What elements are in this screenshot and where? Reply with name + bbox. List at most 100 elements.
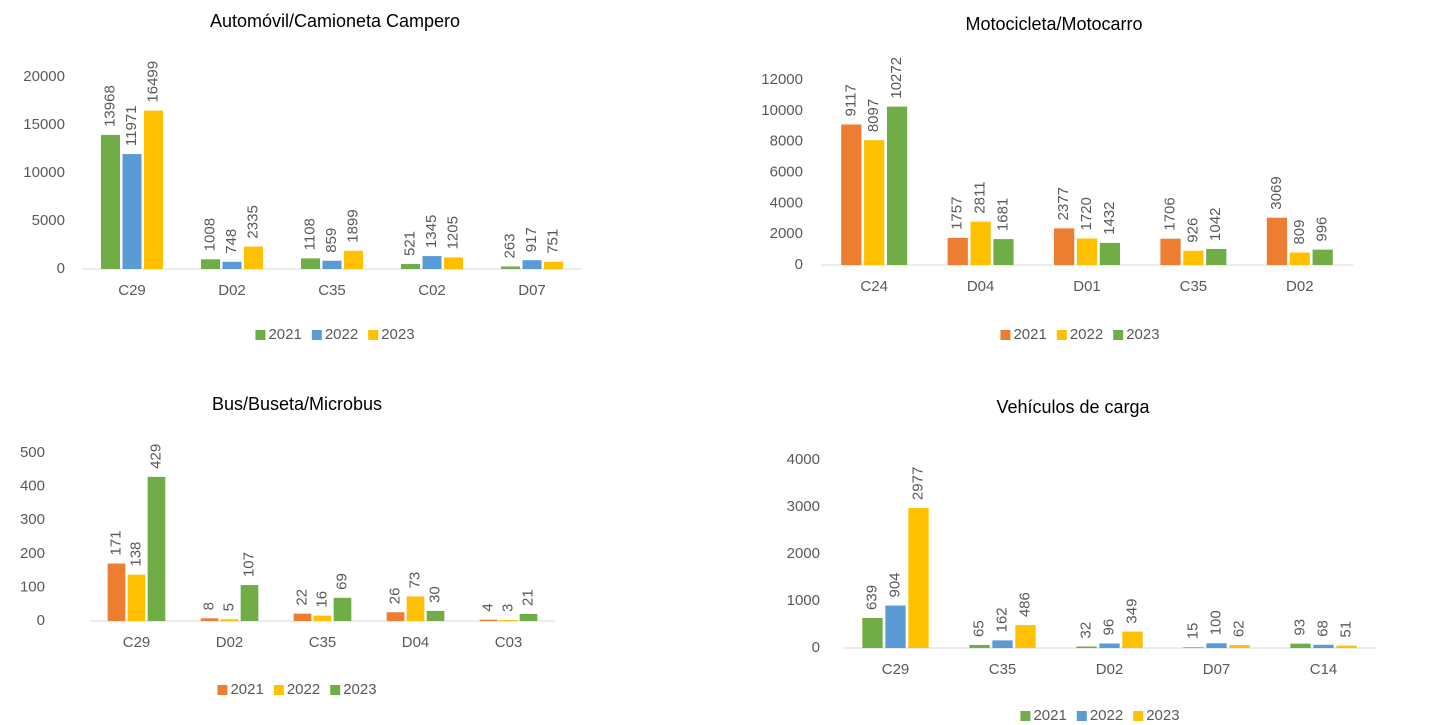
data-label: 809 [1291, 219, 1308, 244]
bar [1054, 228, 1075, 265]
bar [1076, 646, 1097, 648]
y-tick-label: 4000 [787, 451, 820, 468]
data-label: 1720 [1078, 197, 1095, 230]
bar [841, 124, 862, 265]
data-label: 13968 [101, 85, 118, 127]
data-label: 21 [519, 589, 536, 606]
y-tick-label: 100 [20, 578, 45, 595]
x-tick-label: C35 [1180, 278, 1208, 295]
data-label: 1757 [949, 197, 966, 230]
y-tick-label: 6000 [770, 163, 803, 180]
bar [122, 154, 142, 269]
y-tick-label: 3000 [787, 498, 820, 515]
legend-swatch [1056, 330, 1067, 340]
data-label: 1008 [201, 218, 218, 251]
data-label: 138 [127, 542, 144, 567]
bar [499, 619, 518, 621]
bar [947, 237, 968, 265]
data-label: 93 [1291, 619, 1308, 636]
data-label: 521 [401, 231, 418, 256]
bar [200, 618, 219, 621]
legend-swatch [1076, 711, 1087, 721]
data-label: 51 [1337, 621, 1354, 638]
bar [479, 619, 498, 621]
bar [144, 110, 163, 270]
bar [522, 260, 542, 269]
data-label: 2377 [1055, 187, 1072, 220]
data-label: 32 [1077, 622, 1094, 639]
data-label: 73 [406, 572, 423, 589]
data-label: 1899 [344, 209, 361, 242]
x-tick-label: D02 [216, 634, 244, 651]
data-label: 68 [1314, 620, 1331, 637]
data-label: 748 [223, 229, 240, 254]
y-tick-label: 0 [57, 260, 65, 277]
bar [1266, 217, 1288, 265]
y-tick-label: 500 [20, 444, 45, 461]
data-label: 751 [544, 229, 561, 254]
y-tick-label: 0 [37, 612, 45, 629]
bar [1122, 631, 1143, 648]
legend-swatch [255, 330, 266, 340]
data-label: 1706 [1161, 197, 1178, 230]
bar [1290, 643, 1311, 648]
data-label: 96 [1100, 619, 1117, 636]
x-tick-label: C35 [318, 282, 346, 299]
data-label: 2977 [909, 467, 926, 500]
data-label: 1042 [1207, 208, 1224, 241]
x-tick-label: D07 [518, 282, 546, 299]
y-tick-label: 4000 [770, 194, 803, 211]
legend-label: 2021 [1013, 326, 1046, 343]
bar [1206, 643, 1227, 648]
data-label: 8097 [865, 99, 882, 132]
legend-swatch [1133, 711, 1144, 721]
y-tick-label: 12000 [761, 71, 803, 88]
bar [406, 596, 425, 621]
data-label: 2811 [972, 181, 989, 213]
data-label: 16499 [144, 61, 161, 103]
bar [426, 610, 445, 621]
legend-swatch [1113, 330, 1124, 340]
bar [1336, 645, 1357, 648]
legend-label: 2022 [325, 326, 358, 343]
x-tick-label: C29 [118, 282, 146, 299]
data-label: 859 [323, 228, 340, 253]
legend-label: 2023 [1126, 326, 1159, 343]
data-label: 16 [313, 591, 330, 608]
y-tick-label: 400 [20, 478, 45, 495]
bar [1313, 644, 1334, 648]
chart-title: Vehículos de carga [996, 397, 1150, 417]
bar [293, 613, 312, 621]
bar [222, 261, 242, 269]
legend-swatch [273, 685, 284, 695]
bar [969, 644, 990, 648]
bar [1015, 625, 1036, 648]
bar [240, 585, 259, 621]
x-tick-label: C29 [882, 661, 910, 678]
y-tick-label: 10000 [761, 102, 803, 119]
y-tick-label: 5000 [32, 212, 65, 229]
bar [301, 258, 320, 269]
bar [107, 563, 126, 621]
bar [220, 619, 239, 621]
data-label: 1432 [1101, 202, 1118, 235]
data-label: 349 [1123, 599, 1140, 624]
bar [322, 260, 342, 269]
bar [127, 574, 146, 621]
bar [862, 617, 883, 648]
bar [1183, 250, 1204, 265]
x-tick-label: C24 [860, 278, 888, 295]
data-label: 926 [1184, 218, 1201, 243]
bar [1206, 248, 1227, 265]
bar [970, 221, 991, 265]
data-label: 9117 [842, 84, 859, 116]
y-tick-label: 15000 [23, 116, 65, 133]
legend-swatch [1020, 711, 1031, 721]
chart-title: Motocicleta/Motocarro [965, 14, 1142, 34]
data-label: 69 [333, 573, 350, 590]
data-label: 1205 [444, 216, 461, 249]
y-tick-label: 2000 [770, 225, 803, 242]
bar [886, 106, 908, 265]
data-label: 107 [240, 552, 257, 577]
